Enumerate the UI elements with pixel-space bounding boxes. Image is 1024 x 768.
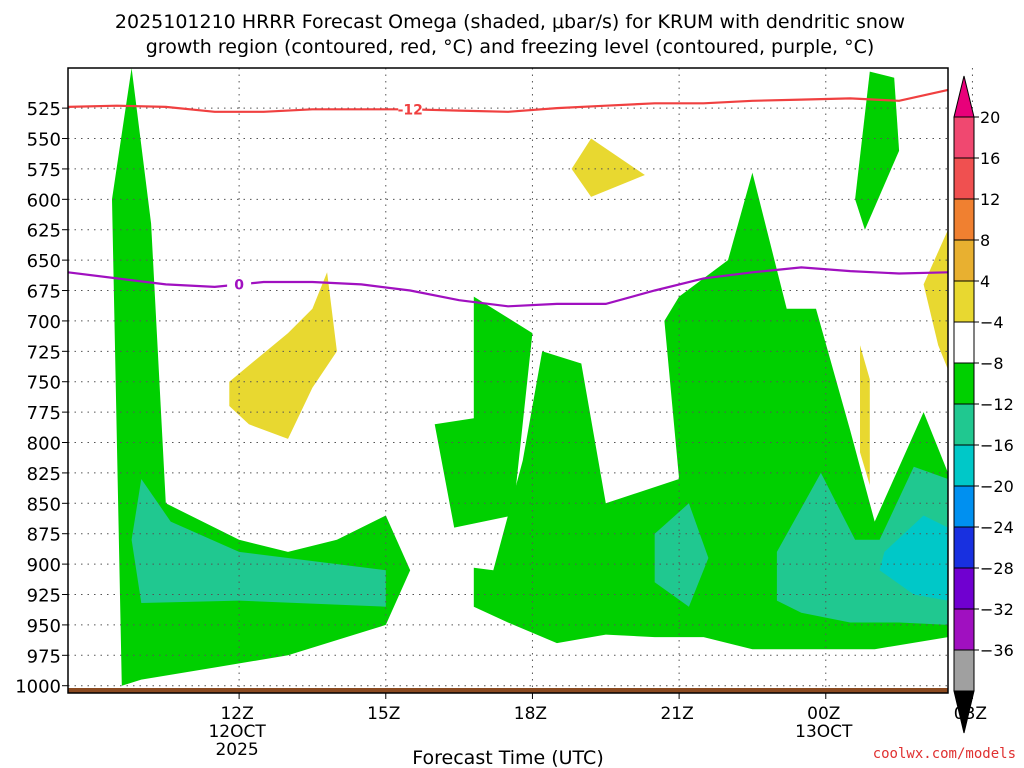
freezing-level-label: 0 xyxy=(234,277,244,293)
colorbar-swatch xyxy=(953,280,975,323)
colorbar-label: −4 xyxy=(980,313,1004,332)
omega-region-5 xyxy=(654,503,709,607)
omega-region-8 xyxy=(229,272,337,439)
freezing-level-label-bg xyxy=(227,276,252,293)
omega-region-3 xyxy=(855,71,900,230)
x-axis-title: Forecast Time (UTC) xyxy=(412,747,603,768)
colorbar-label: −32 xyxy=(980,600,1014,619)
colorbar-swatch xyxy=(953,157,975,200)
ground-surface xyxy=(68,688,948,693)
y-tick-label: 875 xyxy=(27,525,61,546)
colorbar-label: 4 xyxy=(980,272,990,291)
colorbar-swatch xyxy=(953,485,975,528)
x-tick-label: 21Z xyxy=(660,704,693,724)
x-tick-label: 18Z xyxy=(514,704,547,724)
omega-region-10 xyxy=(860,345,870,486)
dendritic-snow-growth-contour xyxy=(67,88,949,113)
chart-title-line-1: 2025101210 HRRR Forecast Omega (shaded, … xyxy=(115,11,905,33)
colorbar-label: −12 xyxy=(980,395,1014,414)
x-tick-date: 13OCT xyxy=(795,722,853,742)
colorbar-label: −28 xyxy=(980,559,1014,578)
y-tick-label: 975 xyxy=(27,646,61,667)
colorbar-swatch xyxy=(953,649,975,692)
colorbar-swatch xyxy=(953,567,975,610)
omega-region-9 xyxy=(571,138,645,197)
contour-lines: -12 0 xyxy=(67,88,949,308)
dendritic-snow-growth-label-bg xyxy=(398,101,423,118)
chart-title-line-2: growth region (contoured, red, °C) and f… xyxy=(146,36,875,58)
colorbar-label: 12 xyxy=(980,190,1000,209)
credit-text: coolwx.com/models xyxy=(873,746,1016,762)
x-tick-year: 2025 xyxy=(215,740,258,760)
colorbar-label: −24 xyxy=(980,518,1014,537)
colorbar-label: 16 xyxy=(980,149,1000,168)
omega-region-7 xyxy=(879,515,948,601)
y-tick-label: 1000 xyxy=(15,677,61,698)
y-tick-label: 900 xyxy=(27,555,61,576)
colorbar-swatch xyxy=(953,198,975,241)
x-tick-date: 12OCT xyxy=(208,722,266,742)
omega-region-2 xyxy=(434,296,533,528)
y-tick-label: 525 xyxy=(27,99,61,120)
y-tick-label: 700 xyxy=(27,312,61,333)
colorbar-swatch xyxy=(953,403,975,446)
y-tick-label: 775 xyxy=(27,403,61,424)
plot-frame xyxy=(67,67,949,694)
y-axis: 525 550 575 600 625 650 675 700 725 750 775 800 825 8… xyxy=(15,99,68,698)
colorbar-label: −36 xyxy=(980,641,1014,660)
colorbar-swatch xyxy=(953,608,975,651)
colorbar-label: 8 xyxy=(980,231,990,250)
y-tick-label: 550 xyxy=(27,130,61,151)
colorbar: 20 16 12 8 4 −4 −8 −12 −16 −20 −24 −28 −32 −36 xyxy=(953,75,1014,734)
y-tick-label: 850 xyxy=(27,494,61,515)
colorbar-swatch xyxy=(953,362,975,405)
omega-region-11 xyxy=(923,229,948,370)
colorbar-swatch xyxy=(953,239,975,282)
y-tick-label: 950 xyxy=(27,616,61,637)
colorbar-label: −16 xyxy=(980,436,1014,455)
y-tick-label: 800 xyxy=(27,434,61,455)
omega-shading xyxy=(112,68,948,686)
plot-area: -12 0 xyxy=(67,67,973,694)
y-tick-label: 575 xyxy=(27,160,61,181)
colorbar-swatch xyxy=(953,444,975,487)
dendritic-snow-growth-label: -12 xyxy=(398,102,423,118)
y-tick-label: 825 xyxy=(27,464,61,485)
omega-region-4 xyxy=(131,479,386,607)
colorbar-bottom-arrow xyxy=(953,690,975,734)
y-tick-label: 625 xyxy=(27,221,61,242)
y-tick-label: 650 xyxy=(27,251,61,272)
x-tick-label: 15Z xyxy=(367,704,400,724)
colorbar-swatch xyxy=(953,321,975,364)
freezing-level-contour xyxy=(67,266,949,308)
colorbar-swatch xyxy=(953,116,975,159)
colorbar-swatch xyxy=(953,526,975,569)
y-tick-label: 750 xyxy=(27,373,61,394)
y-tick-label: 675 xyxy=(27,282,61,303)
colorbar-label: −8 xyxy=(980,354,1004,373)
colorbar-label: 20 xyxy=(980,108,1000,127)
colorbar-top-arrow xyxy=(953,75,975,118)
x-tick-label: 12Z xyxy=(220,704,253,724)
x-tick-label: 00Z xyxy=(807,704,840,724)
y-tick-label: 600 xyxy=(27,190,61,211)
y-tick-label: 925 xyxy=(27,586,61,607)
colorbar-label: −20 xyxy=(980,477,1014,496)
y-tick-label: 725 xyxy=(27,342,61,363)
